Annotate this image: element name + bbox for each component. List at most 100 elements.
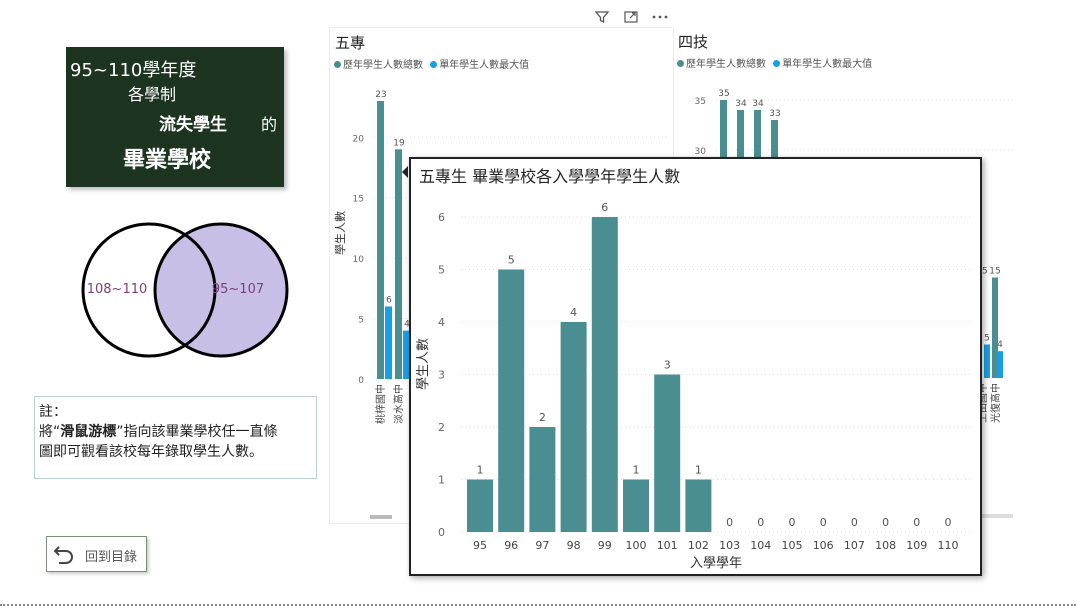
- four-year-chart-panel: 四技 歷年學生人數總數 單年學生人數最大值 303535343433272828…: [672, 27, 1017, 522]
- five-bar-max-label: 4: [404, 320, 410, 330]
- popup-xtick-label: 107: [844, 539, 865, 552]
- popup-bar: [591, 217, 618, 532]
- five-scrollbar: [370, 515, 392, 519]
- popup-bar-value-label: 0: [851, 516, 858, 529]
- filter-icon[interactable]: [594, 9, 610, 25]
- tooltip-chart-popup: 五專生 畢業學校各入學學年學生人數 0 1 2 3 4 5 6 學生人數 1 95 5 96 2 97 4 9…: [409, 157, 982, 576]
- four-right-max-label: 5: [984, 334, 990, 344]
- popup-bar: [560, 322, 587, 532]
- title-line-school: 畢業學校: [123, 148, 212, 173]
- popup-bar-value-label: 0: [726, 516, 733, 529]
- five-bar-total-label: 19: [393, 138, 405, 148]
- note-highlight: 滑鼠游標: [60, 424, 117, 440]
- popup-bar: [529, 427, 556, 532]
- five-xtick-label: 淡水高中: [392, 384, 405, 424]
- popup-xtick-label: 108: [875, 539, 896, 552]
- popup-bar-value-label: 0: [913, 516, 920, 529]
- popup-bar-value-label: 1: [695, 464, 702, 477]
- title-line-years: 95~110學年度: [70, 60, 197, 81]
- venn-right-circle: [153, 222, 289, 358]
- four-right-bar-max: [984, 344, 990, 378]
- back-button-label: 回到目錄: [85, 550, 138, 565]
- popup-bar-value-label: 0: [820, 516, 827, 529]
- five-ytick-label: 5: [358, 316, 364, 326]
- legend-max: 單年學生人數最大值: [782, 59, 873, 70]
- title-line-of: 的: [261, 115, 278, 134]
- four-right-total-label: 15: [989, 267, 1000, 277]
- popup-xtick-label: 101: [657, 539, 678, 552]
- four-scrollbar: [968, 514, 1013, 518]
- popup-bar-value-label: 5: [508, 254, 515, 267]
- venn-left-label: 108~110: [87, 282, 148, 297]
- four-bar-total: [720, 100, 727, 161]
- title-line-system: 各學制: [128, 85, 177, 104]
- legend-total: 歷年學生人數總數: [686, 59, 766, 70]
- note-heading: 註：: [39, 404, 67, 420]
- popup-ytick-label: 4: [438, 316, 445, 329]
- legend-dot-max: [773, 60, 781, 67]
- popup-bar: [654, 374, 681, 532]
- four-bar-total-label: 33: [769, 109, 780, 119]
- popup-bar: [498, 269, 525, 532]
- title-line-dropout: 流失學生: [159, 115, 227, 135]
- four-bar-total: [754, 110, 761, 161]
- note-box: 註： 將“滑鼠游標”指向該畢業學校任一直條 圖即可觀看該校每年錄取學生人數。: [34, 396, 317, 479]
- popup-xtick-label: 106: [813, 539, 834, 552]
- note-prefix: 將: [39, 424, 53, 440]
- popup-bar-value-label: 0: [789, 516, 796, 529]
- popup-ylabel: 學生人數: [416, 338, 431, 390]
- five-bar-max: [385, 306, 392, 379]
- four-bar-total: [771, 120, 778, 161]
- five-ytick-label: 15: [353, 195, 364, 205]
- popup-bar: [685, 479, 712, 532]
- popup-xtick-label: 99: [598, 539, 612, 552]
- tooltip-pointer-icon: [402, 166, 408, 178]
- title-box: 95~110學年度 各學制 流失學生 的 畢業學校: [66, 47, 284, 187]
- five-ytick-label: 20: [353, 134, 365, 144]
- popup-bar-value-label: 2: [539, 411, 546, 424]
- popup-bar: [623, 479, 649, 532]
- legend-dot-total: [677, 60, 684, 67]
- four-right-bar-max: [997, 351, 1003, 378]
- popup-xtick-label: 96: [504, 539, 518, 552]
- popup-bar-value-label: 6: [601, 201, 608, 214]
- legend-max: 單年學生人數最大值: [439, 60, 530, 71]
- four-year-chart-title: 四技: [678, 33, 709, 51]
- four-right-max-label: 4: [997, 340, 1003, 350]
- five-bar-max-label: 6: [386, 295, 392, 305]
- focus-mode-icon[interactable]: [623, 9, 639, 25]
- four-ytick-label: 30: [695, 147, 707, 157]
- popup-bar-value-label: 1: [633, 464, 640, 477]
- four-bar-total-label: 34: [752, 99, 764, 109]
- popup-xtick-label: 100: [626, 539, 647, 552]
- popup-bar-value-label: 0: [882, 516, 889, 529]
- five-year-chart-title: 五專: [335, 34, 366, 52]
- popup-bar-value-label: 4: [570, 306, 577, 319]
- more-options-icon[interactable]: [651, 9, 669, 25]
- four-year-legend: 歷年學生人數總數 單年學生人數最大值: [677, 55, 872, 70]
- five-xtick-label: 桃梓國中: [374, 384, 387, 424]
- popup-ytick-label: 3: [438, 369, 445, 382]
- four-bar-total: [737, 110, 744, 161]
- back-to-toc-button[interactable]: 回到目錄: [46, 536, 147, 572]
- venn-right-label: 95~107: [212, 282, 264, 297]
- legend-dot-max: [430, 61, 438, 68]
- popup-xtick-label: 105: [782, 539, 803, 552]
- five-bar-total-label: 23: [375, 90, 386, 100]
- note-line-2: 圖即可觀看該校每年錄取學生人數。: [39, 444, 263, 460]
- note-line1-rest: 指向該畢業學校任一直條: [123, 424, 278, 440]
- five-bar-max: [403, 330, 410, 379]
- popup-bar: [467, 479, 493, 532]
- five-ytick-label: 0: [358, 376, 364, 386]
- five-year-legend: 歷年學生人數總數 單年學生人數最大值: [334, 56, 529, 71]
- five-bar-total: [377, 101, 384, 379]
- four-right-bar-total: [992, 277, 998, 378]
- popup-xtick-label: 103: [719, 539, 740, 552]
- popup-ytick-label: 0: [438, 526, 445, 539]
- popup-ytick-label: 1: [438, 474, 445, 487]
- legend-total: 歷年學生人數總數: [343, 60, 423, 71]
- tooltip-chart: 0123456學生人數19559629749869911003101110201…: [416, 201, 973, 571]
- popup-ytick-label: 5: [438, 264, 445, 277]
- four-right-total-label: 15: [976, 267, 987, 277]
- popup-bar-value-label: 0: [757, 516, 764, 529]
